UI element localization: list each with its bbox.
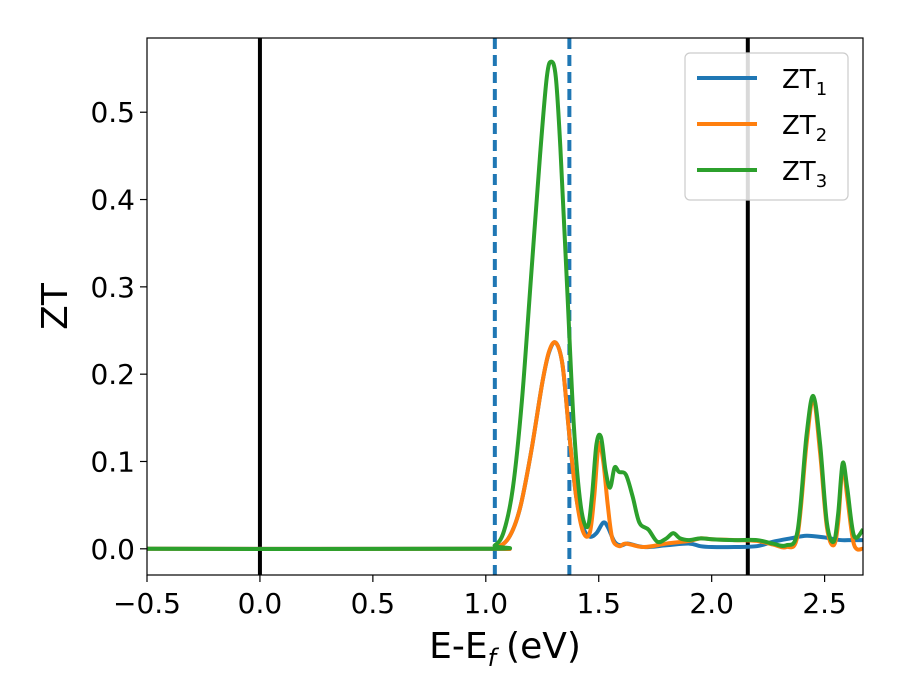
x-tick-label: 1.5 bbox=[576, 587, 621, 620]
x-axis-label-unit: (eV) bbox=[506, 626, 581, 667]
y-tick-label: 0.2 bbox=[90, 358, 135, 391]
y-axis-label: ZT bbox=[35, 282, 76, 330]
x-axis-ticks: −0.5 0.0 0.5 1.0 1.5 2.0 2.5 bbox=[113, 575, 847, 620]
legend: ZT1 ZT2 ZT3 bbox=[684, 52, 849, 201]
series-lines bbox=[147, 59, 863, 552]
x-axis-label-subscript: f bbox=[488, 644, 500, 672]
x-tick-label: −0.5 bbox=[113, 587, 181, 620]
x-tick-label: 1.0 bbox=[464, 587, 509, 620]
y-tick-label: 0.3 bbox=[90, 271, 135, 304]
y-tick-label: 0.1 bbox=[90, 445, 135, 478]
x-tick-label: 2.5 bbox=[802, 587, 847, 620]
y-axis-ticks: 0.0 0.1 0.2 0.3 0.4 0.5 bbox=[90, 96, 147, 566]
legend-box bbox=[684, 52, 849, 201]
legend-item-zt3: ZT3 bbox=[697, 157, 827, 192]
y-tick-label: 0.0 bbox=[90, 533, 135, 566]
legend-item-zt2: ZT2 bbox=[697, 111, 827, 146]
series-line-zt1 bbox=[147, 340, 863, 551]
x-axis-label: E-Ef (eV) bbox=[429, 626, 581, 672]
legend-label: ZT1 bbox=[782, 65, 827, 100]
legend-label: ZT3 bbox=[782, 157, 827, 192]
series-line-zt3 bbox=[147, 59, 863, 552]
x-tick-label: 0.5 bbox=[351, 587, 396, 620]
legend-label: ZT2 bbox=[782, 111, 827, 146]
plot-frame bbox=[146, 37, 864, 576]
legend-item-zt1: ZT1 bbox=[697, 65, 827, 100]
vertical-reference-lines bbox=[257, 38, 750, 575]
x-axis-label-main: E-E bbox=[429, 626, 487, 667]
y-tick-label: 0.5 bbox=[90, 96, 135, 129]
series-line-zt2 bbox=[147, 340, 863, 552]
y-tick-label: 0.4 bbox=[90, 184, 135, 217]
x-tick-label: 2.0 bbox=[689, 587, 734, 620]
x-tick-label: 0.0 bbox=[238, 587, 283, 620]
